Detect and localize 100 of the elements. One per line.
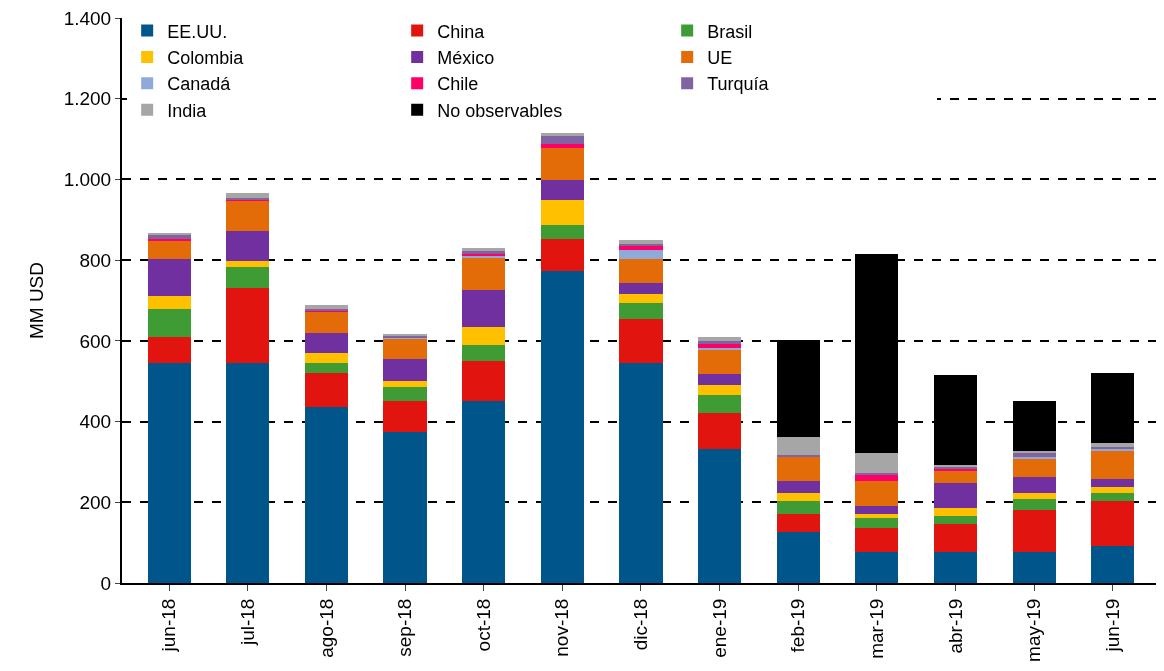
x-tick-label: jun-18 <box>158 598 180 653</box>
bar <box>462 248 506 251</box>
y-tick-label: 400 <box>79 411 112 433</box>
bar <box>1091 501 1135 546</box>
bar <box>147 259 191 297</box>
x-tick-label: abr-19 <box>944 598 966 654</box>
bar <box>697 344 742 349</box>
bar <box>1091 442 1135 447</box>
bar <box>697 350 742 375</box>
bar <box>855 475 899 482</box>
bar <box>855 527 899 552</box>
bar <box>1012 551 1056 583</box>
bar <box>776 513 820 532</box>
bar <box>933 507 978 516</box>
y-tick-label: 1.400 <box>63 7 112 29</box>
y-tick-label: 200 <box>79 491 112 513</box>
bar <box>697 385 742 395</box>
bar <box>1091 545 1135 583</box>
bar <box>1012 477 1056 494</box>
bar <box>1091 493 1135 502</box>
bar <box>619 294 663 303</box>
bar <box>855 481 899 506</box>
bar <box>1012 453 1056 458</box>
bar <box>619 239 663 244</box>
bar <box>540 147 584 181</box>
bar <box>1012 493 1056 500</box>
x-tick-label: jun-19 <box>1101 598 1123 653</box>
bar <box>933 523 978 552</box>
bar <box>304 352 349 364</box>
bar <box>462 344 506 362</box>
bar <box>619 302 663 319</box>
bar <box>304 311 349 333</box>
bar <box>540 143 584 148</box>
bar <box>383 338 427 360</box>
bar <box>933 471 978 484</box>
legend-label: Brasil <box>707 21 753 42</box>
bar <box>383 401 427 432</box>
bar <box>619 246 663 251</box>
y-tick-label: 1.000 <box>63 169 112 191</box>
legend-label: Colombia <box>167 47 245 68</box>
y-tick-label: 600 <box>79 330 112 352</box>
y-tick-label: 800 <box>79 249 112 271</box>
bar <box>462 361 506 402</box>
bar <box>855 505 899 514</box>
bar <box>619 250 663 259</box>
bar <box>697 340 742 345</box>
bar <box>226 200 270 232</box>
bar <box>776 455 820 458</box>
bar <box>619 283 663 295</box>
bar <box>147 363 191 583</box>
bar <box>540 200 584 225</box>
bar <box>540 135 584 144</box>
bar <box>855 551 899 583</box>
x-tick-label: dic-18 <box>630 598 652 651</box>
bar <box>540 180 584 201</box>
bar <box>226 363 270 583</box>
bar <box>776 436 820 456</box>
bar <box>462 257 506 291</box>
bar <box>304 373 349 408</box>
bar <box>1091 487 1135 494</box>
bar <box>147 336 191 364</box>
bar <box>462 326 506 345</box>
bar <box>776 501 820 514</box>
bar <box>462 250 506 255</box>
bar <box>147 296 191 309</box>
legend-label: UE <box>707 47 733 68</box>
bar <box>855 453 899 473</box>
legend-label: Canadá <box>167 74 232 95</box>
bar <box>697 394 742 413</box>
bar <box>540 224 584 239</box>
bar <box>1091 451 1135 480</box>
bar <box>226 261 270 268</box>
bar <box>540 271 584 583</box>
bar <box>462 401 506 583</box>
bar <box>226 231 270 262</box>
legend-label: Chile <box>437 74 479 95</box>
bar <box>304 363 349 374</box>
x-tick-label: feb-19 <box>787 598 809 653</box>
x-tick-label: sep-18 <box>394 598 416 657</box>
bar <box>776 493 820 502</box>
bar <box>697 348 742 351</box>
bar <box>619 363 663 583</box>
bar <box>1012 509 1056 552</box>
bar <box>147 235 191 240</box>
bar <box>1012 451 1056 454</box>
bar <box>619 244 663 247</box>
bar <box>933 515 978 524</box>
bar <box>697 449 742 583</box>
y-tick-label: 1.200 <box>63 88 112 110</box>
bar <box>462 290 506 327</box>
bar <box>226 192 270 198</box>
bar <box>383 431 427 583</box>
x-tick-label: oct-18 <box>472 598 494 652</box>
legend-label: Turquía <box>707 74 770 95</box>
bar <box>304 407 349 583</box>
bar <box>147 308 191 337</box>
bar <box>855 517 899 528</box>
bar <box>776 531 820 583</box>
legend-label: México <box>437 47 495 68</box>
bar <box>304 304 349 309</box>
